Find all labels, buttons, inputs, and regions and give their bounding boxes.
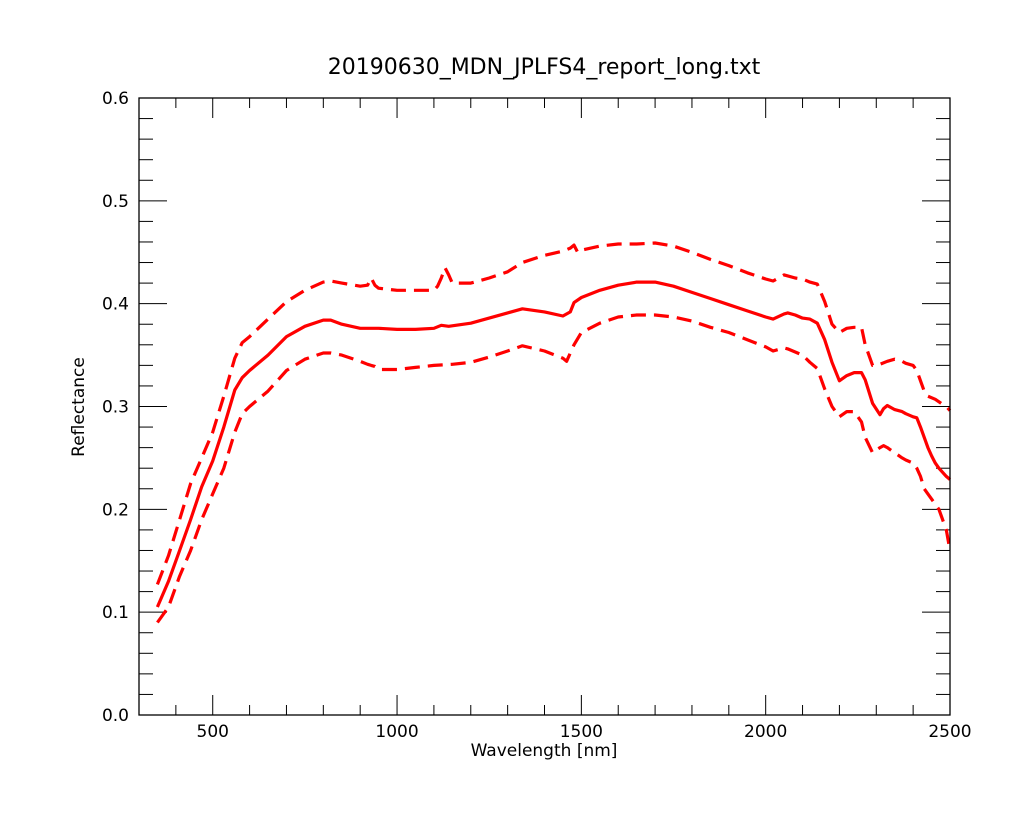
y-tick-label: 0.3 [102,398,129,418]
series-line-mean [155,280,952,608]
y-tick-label: 0.0 [102,706,129,726]
y-tick-label: 0.4 [102,295,129,315]
x-axis-title: Wavelength [nm] [471,741,618,761]
x-tick-label: 1500 [560,722,603,742]
x-tick-label: 2500 [928,722,971,742]
x-tick-label: 2000 [744,722,787,742]
y-tick-label: 0.5 [102,192,129,212]
axis-ticks [139,97,951,716]
series-lines [155,241,952,624]
y-tick-label: 0.2 [102,500,129,520]
y-tick-label: 0.1 [102,603,129,623]
chart-title: 20190630_MDN_JPLFS4_report_long.txt [328,55,761,80]
x-tick-label: 500 [197,722,229,742]
tick-labels: 500 1000 1500 2000 2500 0.0 0.1 0.2 0.3 0.4 0.5 0.6 [102,89,972,742]
series-line-bound-2 [156,313,952,624]
y-axis-title: Reflectance [69,357,89,457]
x-tick-label: 1000 [375,722,418,742]
y-tick-label: 0.6 [102,89,129,109]
plot-frame [138,97,951,716]
series-line-bound-1 [155,241,952,585]
